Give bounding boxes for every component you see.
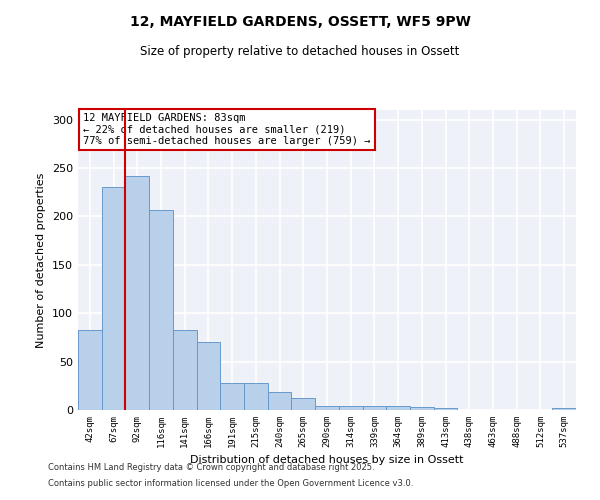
Bar <box>315 406 339 410</box>
Bar <box>244 383 268 410</box>
Text: 12, MAYFIELD GARDENS, OSSETT, WF5 9PW: 12, MAYFIELD GARDENS, OSSETT, WF5 9PW <box>130 15 470 29</box>
Bar <box>220 383 244 410</box>
Text: Contains public sector information licensed under the Open Government Licence v3: Contains public sector information licen… <box>48 478 413 488</box>
X-axis label: Distribution of detached houses by size in Ossett: Distribution of detached houses by size … <box>190 456 464 466</box>
Text: 12 MAYFIELD GARDENS: 83sqm
← 22% of detached houses are smaller (219)
77% of sem: 12 MAYFIELD GARDENS: 83sqm ← 22% of deta… <box>83 113 370 146</box>
Text: Size of property relative to detached houses in Ossett: Size of property relative to detached ho… <box>140 45 460 58</box>
Bar <box>268 392 292 410</box>
Bar <box>362 406 386 410</box>
Bar <box>173 330 197 410</box>
Bar <box>78 330 102 410</box>
Bar <box>339 406 362 410</box>
Bar <box>410 407 434 410</box>
Bar <box>149 210 173 410</box>
Bar <box>102 188 125 410</box>
Bar <box>125 176 149 410</box>
Y-axis label: Number of detached properties: Number of detached properties <box>37 172 46 348</box>
Bar <box>434 408 457 410</box>
Bar <box>292 398 315 410</box>
Bar <box>197 342 220 410</box>
Text: Contains HM Land Registry data © Crown copyright and database right 2025.: Contains HM Land Registry data © Crown c… <box>48 464 374 472</box>
Bar <box>386 406 410 410</box>
Bar <box>552 408 576 410</box>
